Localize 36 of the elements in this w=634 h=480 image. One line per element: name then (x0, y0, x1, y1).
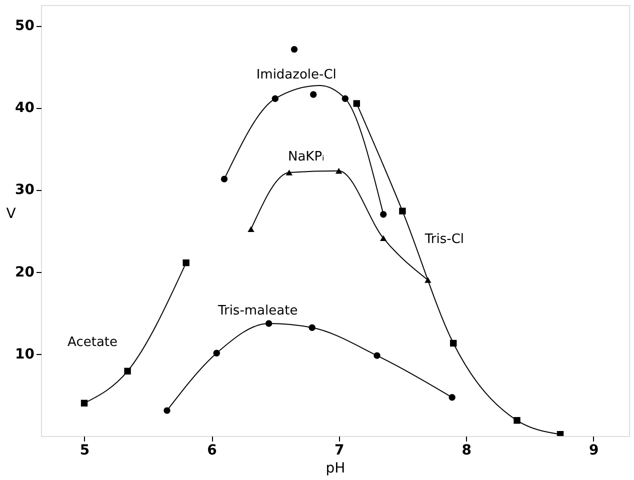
x-tick-label: 9 (588, 442, 599, 458)
point (80, 400, 88, 407)
point (380, 235, 387, 242)
point (374, 352, 380, 359)
point (265, 320, 272, 327)
y-axis-title: V (6, 206, 16, 222)
series-label: Tris-maleate (216, 304, 298, 319)
x-axis-title: pH (326, 460, 346, 476)
point (310, 91, 317, 98)
point (399, 208, 406, 214)
point (164, 407, 170, 414)
point (213, 350, 220, 356)
y-tick-label: 20 (15, 264, 35, 280)
point (353, 100, 360, 107)
x-tick-label: 7 (334, 442, 344, 458)
point (308, 324, 316, 331)
point (124, 368, 131, 374)
series-label: Imidazole-Cl (256, 67, 336, 82)
point (182, 259, 190, 266)
x-tick-label: 8 (462, 442, 472, 458)
series-label: Acetate (68, 335, 118, 350)
point (450, 340, 457, 347)
point (335, 168, 342, 174)
series-label: Tris-Cl (424, 232, 464, 248)
series-label: NaKPᵢ (288, 149, 324, 164)
point (248, 226, 254, 232)
x-tick-label: 6 (207, 442, 217, 458)
y-tick-label: 40 (15, 100, 35, 116)
y-tick-label: 10 (15, 346, 35, 362)
point (286, 170, 293, 176)
y-tick-label: 30 (15, 182, 35, 198)
point (448, 394, 456, 401)
point (290, 46, 298, 53)
point (514, 417, 520, 424)
x-tick-label: 5 (80, 442, 90, 458)
y-tick-label: 50 (15, 18, 35, 34)
